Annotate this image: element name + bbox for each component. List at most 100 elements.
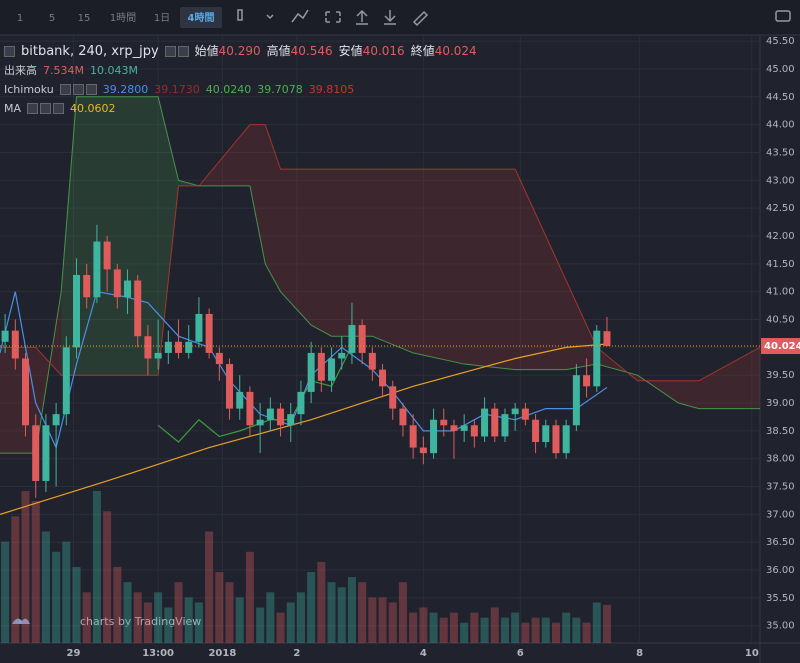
candle-body <box>583 375 591 387</box>
volume-bar <box>490 607 499 643</box>
ohlc-label: 高値 <box>266 44 291 58</box>
candle-body <box>379 369 387 387</box>
volume-bar <box>449 612 458 643</box>
candle-body <box>481 408 489 437</box>
interval-button[interactable]: 5 <box>49 13 55 24</box>
interval-button[interactable]: 1 <box>17 13 23 24</box>
y-tick-label: 37.00 <box>766 509 795 520</box>
volume-bar <box>511 612 520 643</box>
volume-bar <box>358 582 367 643</box>
volume-bar <box>398 582 407 643</box>
toolbar <box>0 0 800 35</box>
y-tick-label: 40.50 <box>766 315 795 326</box>
candle-body <box>307 352 315 392</box>
active-interval[interactable] <box>180 7 222 28</box>
candle-body <box>501 414 509 437</box>
volume-bar <box>429 612 438 643</box>
cloud-line <box>0 96 760 454</box>
ichimoku-value: 40.0240 <box>205 83 252 96</box>
volume-bar <box>103 511 112 643</box>
candle-body <box>338 352 346 359</box>
volume-bar <box>470 612 479 643</box>
volume-bar <box>133 592 142 643</box>
candle-body <box>287 414 295 426</box>
ohlc-item: 始値40.290 <box>195 42 261 61</box>
volume-bar <box>572 617 581 643</box>
candle-body <box>277 408 285 426</box>
upload-icon[interactable] <box>356 9 368 25</box>
legend-row: MA 40.0602 <box>4 99 477 118</box>
y-tick-label: 38.50 <box>766 426 795 437</box>
candle-body <box>593 330 601 387</box>
volume-bar <box>439 617 448 643</box>
cloud-segment <box>265 124 281 292</box>
candle-body <box>266 408 274 420</box>
interval-button[interactable]: 4時間 <box>188 11 215 24</box>
candle-body <box>103 241 111 270</box>
candle-body <box>460 425 468 431</box>
cloud-segment <box>127 96 159 376</box>
cloud-segment <box>311 169 332 337</box>
candle-body <box>226 364 234 409</box>
cloud-segment <box>76 96 128 376</box>
cloud-segment <box>678 380 699 409</box>
volume-bar <box>123 582 132 643</box>
candle-body <box>450 425 458 431</box>
ohlc-value: 40.016 <box>362 44 405 58</box>
volume-value: 7.534M <box>43 64 84 77</box>
volume-value: 10.043M <box>89 64 138 77</box>
candle-body <box>144 336 152 359</box>
cloud-segment <box>698 347 760 409</box>
camera-icon[interactable] <box>775 10 791 22</box>
x-tick-label: 29 <box>66 648 80 659</box>
volume-bar <box>235 597 244 643</box>
volume-bar <box>551 622 560 643</box>
watermark-logo <box>12 618 30 624</box>
candle-icon[interactable] <box>237 9 243 21</box>
candle-body <box>1 330 9 342</box>
volume-bar <box>276 612 285 643</box>
legend-buttons[interactable] <box>27 103 65 114</box>
eraser-icon[interactable] <box>412 10 429 27</box>
legend-buttons[interactable] <box>4 46 15 57</box>
indicator-line <box>0 343 608 515</box>
legend-buttons[interactable] <box>59 84 97 95</box>
candle-body <box>154 352 162 359</box>
volume-bar <box>541 617 550 643</box>
download-icon[interactable] <box>384 10 396 25</box>
ohlc-item: 高値40.546 <box>267 42 333 61</box>
volume-bar <box>307 572 316 643</box>
volume-bar <box>480 617 489 643</box>
legend-label: Ichimoku <box>4 83 54 96</box>
volume-bar <box>62 541 71 643</box>
y-tick-label: 44.00 <box>766 120 795 131</box>
volume-bar <box>174 582 183 643</box>
y-tick-label: 35.00 <box>766 621 795 632</box>
volume-bar <box>41 531 50 643</box>
candle-body <box>22 358 30 426</box>
interval-button[interactable]: 1日 <box>154 13 170 24</box>
volume-bar <box>327 582 336 643</box>
interval-button[interactable]: 1時間 <box>110 12 136 24</box>
candle-body <box>195 313 203 342</box>
volume-bar <box>266 592 275 643</box>
candle-body <box>62 347 70 415</box>
fullscreen-icon[interactable] <box>325 11 341 23</box>
interval-button[interactable]: 15 <box>78 13 91 24</box>
indicator-icon[interactable] <box>291 9 309 23</box>
candle-body <box>113 269 121 298</box>
volume-bar <box>72 567 81 643</box>
candle-body <box>236 391 244 409</box>
ohlc-value: 40.024 <box>434 44 477 58</box>
cloud-line <box>0 124 760 382</box>
volume-bar <box>82 592 91 643</box>
candle-body <box>73 274 81 348</box>
grid <box>0 35 760 643</box>
volume-bar <box>347 577 356 643</box>
volume-bar <box>337 587 346 643</box>
volume-bar <box>21 491 30 643</box>
x-tick-label: 4 <box>420 648 427 659</box>
volume-bar <box>582 622 591 643</box>
legend-buttons[interactable] <box>164 46 189 57</box>
